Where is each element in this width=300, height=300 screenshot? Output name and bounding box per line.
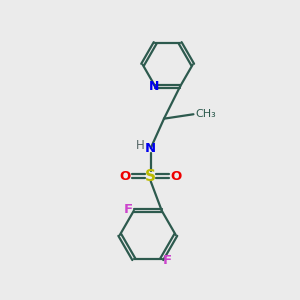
Text: N: N xyxy=(148,80,159,93)
Text: S: S xyxy=(145,169,156,184)
Text: F: F xyxy=(123,203,133,216)
Text: O: O xyxy=(171,169,182,183)
Text: CH₃: CH₃ xyxy=(195,109,216,119)
Text: F: F xyxy=(163,254,172,267)
Text: N: N xyxy=(145,142,156,154)
Text: O: O xyxy=(119,169,131,183)
Text: H: H xyxy=(136,139,145,152)
